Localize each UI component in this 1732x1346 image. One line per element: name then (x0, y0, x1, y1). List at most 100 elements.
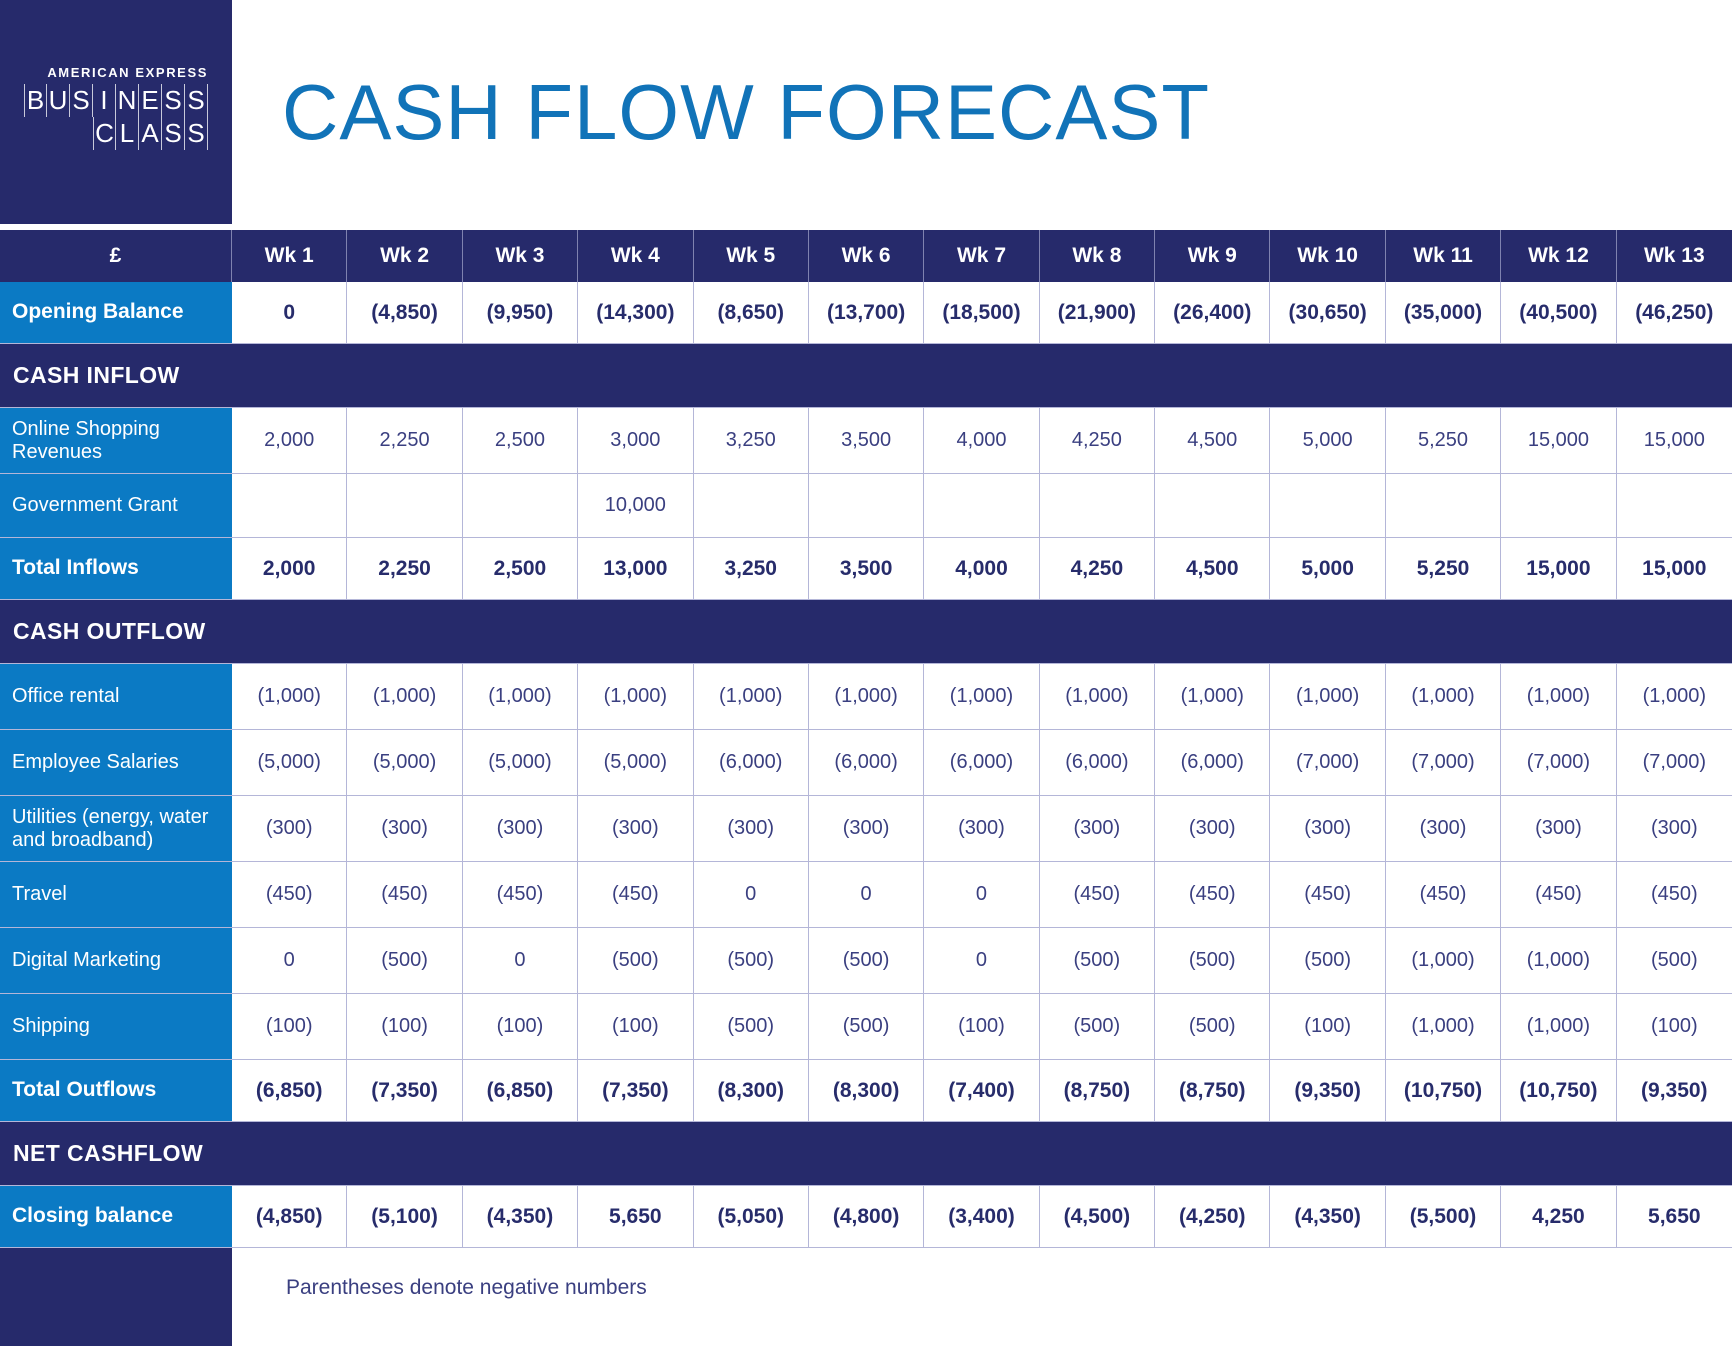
value-cell (693, 474, 809, 538)
value-cell: (500) (347, 928, 463, 994)
value-cell: (1,000) (578, 664, 694, 730)
value-cell: (450) (232, 862, 348, 928)
value-cell: (500) (693, 994, 809, 1060)
value-cell: 4,500 (1155, 538, 1271, 600)
value-cell: (500) (578, 928, 694, 994)
table-row: Total Outflows (6,850) (7,350) (6,850) (7,35… (0, 1060, 1732, 1122)
banner-table-gap (0, 224, 1732, 230)
value-cell: (100) (578, 994, 694, 1060)
value-cell: (1,000) (1385, 928, 1502, 994)
value-cell: (5,000) (462, 730, 579, 796)
table-row: Opening Balance 0 (4,850) (9,950) (14,300) (8… (0, 282, 1732, 344)
value-cell: (3,400) (924, 1186, 1040, 1248)
value-cell: (18,500) (924, 282, 1040, 344)
logo-letter: E (139, 83, 162, 117)
value-cell: (300) (347, 796, 463, 862)
value-cell: (500) (1039, 928, 1156, 994)
value-cell: 4,250 (1501, 1186, 1617, 1248)
value-cell: (300) (1155, 796, 1271, 862)
value-cell: (5,050) (693, 1186, 809, 1248)
logo-letter: L (116, 116, 139, 150)
value-cell: (500) (808, 928, 925, 994)
section-header-label: NET CASHFLOW (0, 1122, 1732, 1186)
value-cell: (100) (1616, 994, 1732, 1060)
value-cell: (14,300) (578, 282, 694, 344)
value-cell: 5,650 (1616, 1186, 1732, 1248)
value-cell: (450) (1616, 862, 1732, 928)
value-cell: 0 (808, 862, 925, 928)
value-cell: (9,350) (1616, 1060, 1732, 1122)
week-header-cell: Wk 13 (1616, 230, 1732, 282)
value-cell: 3,250 (693, 408, 809, 474)
value-cell: (30,650) (1270, 282, 1386, 344)
value-cell (1155, 474, 1271, 538)
week-header-cell: Wk 11 (1385, 230, 1502, 282)
value-cell (347, 474, 463, 538)
table-row: Travel (450) (450) (450) (450) 0 0 0 (450) (450)(… (0, 862, 1732, 928)
value-cell: (7,400) (924, 1060, 1040, 1122)
value-cell: 0 (232, 282, 348, 344)
value-cell: 2,250 (347, 538, 463, 600)
week-header-cell: Wk 10 (1270, 230, 1386, 282)
value-cell: (500) (1155, 928, 1271, 994)
value-cell (462, 474, 579, 538)
value-cell: (500) (1270, 928, 1386, 994)
row-label: Online Shopping Revenues (0, 408, 232, 474)
value-cell: (1,000) (1501, 994, 1617, 1060)
week-header-cell: Wk 6 (808, 230, 925, 282)
value-cell (1039, 474, 1156, 538)
value-cell: 3,250 (693, 538, 809, 600)
value-cell: (8,300) (693, 1060, 809, 1122)
value-cell: (450) (347, 862, 463, 928)
value-cell: (5,000) (232, 730, 348, 796)
value-cell: (35,000) (1385, 282, 1502, 344)
value-cell: (5,100) (347, 1186, 463, 1248)
value-cell: (5,500) (1385, 1186, 1502, 1248)
value-cell: (1,000) (1039, 664, 1156, 730)
table-row: Utilities (energy, water and broadband)(… (0, 796, 1732, 862)
value-cell: (6,000) (693, 730, 809, 796)
value-cell: (21,900) (1039, 282, 1156, 344)
week-header-cell: Wk 3 (462, 230, 579, 282)
section-row: NET CASHFLOW (0, 1122, 1732, 1186)
value-cell: (1,000) (1501, 928, 1617, 994)
value-cell: (40,500) (1501, 282, 1617, 344)
table-row: Employee Salaries (5,000) (5,000) (5,000) (5… (0, 730, 1732, 796)
value-cell: (8,750) (1039, 1060, 1156, 1122)
value-cell: 0 (924, 862, 1040, 928)
logo-letter: B (24, 83, 47, 117)
row-label: Closing balance (0, 1186, 232, 1248)
value-cell: (300) (232, 796, 348, 862)
value-cell: 2,250 (347, 408, 463, 474)
value-cell: (500) (1155, 994, 1271, 1060)
value-cell: (1,000) (1385, 994, 1502, 1060)
value-cell: (450) (1501, 862, 1617, 928)
value-cell: (5,000) (578, 730, 694, 796)
value-cell: (9,950) (462, 282, 579, 344)
value-cell: (6,000) (808, 730, 925, 796)
value-cell: (4,800) (808, 1186, 925, 1248)
value-cell: (500) (693, 928, 809, 994)
value-cell: (300) (1270, 796, 1386, 862)
value-cell: 2,000 (232, 408, 348, 474)
value-cell: (1,000) (232, 664, 348, 730)
row-label: Opening Balance (0, 282, 232, 344)
logo-letter: C (93, 116, 116, 150)
value-cell: (8,750) (1155, 1060, 1271, 1122)
value-cell: 0 (924, 928, 1040, 994)
value-cell: 2,500 (462, 538, 579, 600)
value-cell: 5,650 (578, 1186, 694, 1248)
title-area: CASH FLOW FORECAST (232, 0, 1732, 224)
value-cell: (7,350) (347, 1060, 463, 1122)
value-cell: 15,000 (1501, 538, 1617, 600)
value-cell: 4,500 (1155, 408, 1271, 474)
section-header-label: CASH INFLOW (0, 344, 1732, 408)
logo-eyebrow-text: AMERICAN EXPRESS (47, 64, 208, 80)
value-cell: (1,000) (1616, 664, 1732, 730)
value-cell: 2,500 (462, 408, 579, 474)
value-cell: (7,000) (1616, 730, 1732, 796)
